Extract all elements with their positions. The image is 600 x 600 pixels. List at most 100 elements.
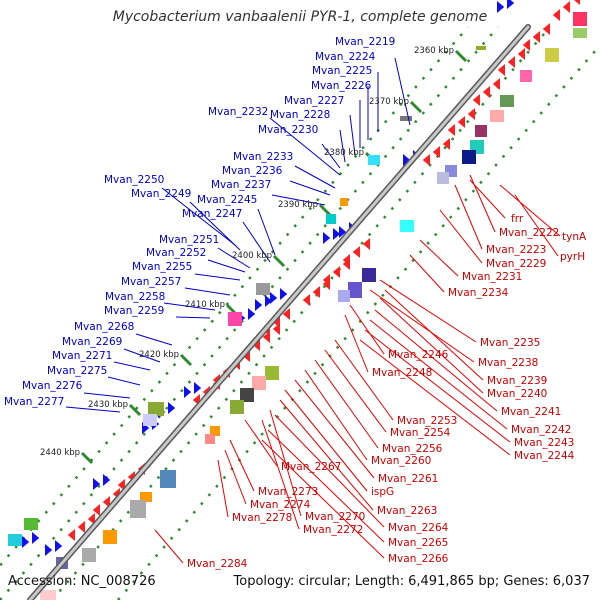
reverse-gene-label[interactable]: Mvan_2242 — [511, 424, 571, 436]
gene-arrow — [542, 23, 550, 35]
reverse-gene-label[interactable]: ispG — [371, 486, 394, 498]
gene-arrow — [562, 1, 570, 13]
forward-gene-leader-line — [113, 361, 151, 371]
reverse-gene-label[interactable]: Mvan_2239 — [487, 375, 547, 387]
forward-gene-label[interactable]: Mvan_2277 — [4, 396, 64, 408]
forward-gene-label[interactable]: Mvan_2225 — [312, 65, 372, 77]
reverse-gene-leader-line — [379, 297, 484, 394]
gene-box — [230, 400, 244, 414]
reverse-gene-leader-line — [304, 369, 368, 461]
gene-arrow — [342, 254, 350, 266]
gene-arrow — [517, 48, 525, 60]
kbp-tick-mark — [272, 254, 286, 268]
reverse-gene-label[interactable]: Mvan_2241 — [501, 406, 561, 418]
kbp-tick-mark — [128, 403, 142, 417]
reverse-gene-label[interactable]: Mvan_2235 — [480, 337, 540, 349]
gene-arrow — [312, 286, 320, 298]
reverse-gene-label[interactable]: Mvan_2234 — [448, 287, 509, 299]
reverse-gene-label[interactable]: Mvan_2243 — [514, 437, 574, 449]
gene-arrow — [103, 474, 111, 486]
reverse-gene-label[interactable]: Mvan_2229 — [486, 258, 546, 270]
forward-gene-label[interactable]: Mvan_2233 — [233, 151, 293, 163]
forward-gene-label[interactable]: Mvan_2245 — [197, 194, 257, 206]
forward-gene-label[interactable]: Mvan_2251 — [159, 234, 219, 246]
reverse-gene-label[interactable]: Mvan_2284 — [187, 558, 248, 570]
forward-gene-label[interactable]: Mvan_2249 — [131, 188, 191, 200]
forward-gene-label[interactable]: Mvan_2236 — [222, 165, 283, 177]
reverse-gene-label[interactable]: Mvan_2240 — [487, 388, 547, 400]
track-outer-forward — [0, 26, 469, 568]
forward-gene-leader-line — [83, 392, 131, 399]
reverse-gene-label[interactable]: Mvan_2244 — [514, 450, 575, 462]
reverse-gene-label[interactable]: Mvan_2278 — [232, 512, 292, 524]
forward-gene-leader-line — [394, 57, 411, 126]
gene-box — [143, 414, 157, 426]
reverse-gene-label[interactable]: Mvan_2273 — [258, 486, 318, 498]
gene-box — [437, 172, 449, 184]
forward-gene-label[interactable]: Mvan_2276 — [22, 380, 83, 392]
reverse-gene-label[interactable]: tynA — [562, 231, 587, 243]
reverse-gene-label[interactable]: Mvan_2256 — [382, 443, 443, 455]
forward-gene-label[interactable]: Mvan_2255 — [132, 261, 192, 273]
forward-gene-label[interactable]: Mvan_2228 — [270, 109, 330, 121]
forward-gene-label[interactable]: Mvan_2232 — [208, 106, 268, 118]
forward-gene-label[interactable]: Mvan_2219 — [335, 36, 395, 48]
forward-gene-label[interactable]: Mvan_2259 — [104, 305, 164, 317]
forward-gene-label[interactable]: Mvan_2258 — [105, 291, 165, 303]
forward-gene-label[interactable]: Mvan_2227 — [284, 95, 344, 107]
forward-gene-label[interactable]: Mvan_2226 — [311, 80, 372, 92]
reverse-gene-label[interactable]: Mvan_2265 — [388, 537, 448, 549]
reverse-gene-label[interactable]: Mvan_2261 — [378, 473, 438, 485]
gene-box — [140, 492, 152, 502]
reverse-gene-label[interactable]: Mvan_2253 — [397, 415, 457, 427]
forward-gene-label[interactable]: Mvan_2230 — [258, 124, 318, 136]
reverse-gene-label[interactable]: Mvan_2270 — [305, 511, 365, 523]
forward-gene-leader-line — [257, 208, 276, 256]
reverse-gene-label[interactable]: Mvan_2264 — [388, 522, 449, 534]
reverse-gene-label[interactable]: Mvan_2223 — [486, 244, 546, 256]
genes-value: 6,037 — [552, 574, 590, 589]
forward-gene-leader-line — [242, 221, 271, 263]
reverse-gene-label[interactable]: Mvan_2248 — [372, 367, 432, 379]
reverse-gene-label[interactable]: pyrH — [560, 251, 585, 263]
forward-gene-label[interactable]: Mvan_2271 — [52, 350, 112, 362]
forward-gene-label[interactable]: Mvan_2269 — [62, 336, 122, 348]
forward-gene-label[interactable]: Mvan_2224 — [315, 51, 376, 63]
reverse-gene-label[interactable]: Mvan_2266 — [388, 553, 449, 565]
gene-box — [160, 470, 176, 488]
reverse-gene-label[interactable]: frr — [511, 213, 524, 225]
reverse-gene-label[interactable]: Mvan_2272 — [303, 524, 363, 536]
gene-arrow — [184, 386, 192, 398]
reverse-gene-leader-line — [261, 419, 300, 530]
gene-arrow — [552, 9, 560, 21]
gene-box — [362, 268, 376, 282]
reverse-gene-leader-line — [384, 289, 484, 381]
gene-arrow — [280, 288, 288, 300]
kbp-marker-label: 2420 kbp — [139, 350, 179, 360]
reverse-gene-leader-line — [244, 419, 278, 467]
reverse-gene-label[interactable]: Mvan_2263 — [377, 505, 437, 517]
forward-gene-label[interactable]: Mvan_2250 — [104, 174, 164, 186]
gene-arrow — [362, 238, 370, 250]
reverse-gene-label[interactable]: Mvan_2274 — [250, 499, 311, 511]
reverse-gene-label[interactable]: Mvan_2231 — [462, 271, 522, 283]
forward-gene-label[interactable]: Mvan_2247 — [182, 208, 242, 220]
genome-title: Mycobacterium vanbaalenii PYR-1, complet… — [112, 9, 488, 25]
forward-gene-label[interactable]: Mvan_2268 — [74, 321, 134, 333]
reverse-gene-leader-line — [349, 304, 385, 355]
gene-box — [462, 150, 476, 164]
reverse-gene-label[interactable]: Mvan_2246 — [388, 349, 449, 361]
reverse-gene-label[interactable]: Mvan_2222 — [499, 227, 559, 239]
reverse-gene-label[interactable]: Mvan_2254 — [390, 427, 451, 439]
forward-gene-leader-line — [135, 333, 173, 346]
forward-gene-label[interactable]: Mvan_2252 — [146, 247, 206, 259]
reverse-gene-label[interactable]: Mvan_2260 — [371, 455, 431, 467]
forward-gene-label[interactable]: Mvan_2275 — [47, 365, 107, 377]
reverse-gene-label[interactable]: Mvan_2267 — [281, 461, 341, 473]
forward-gene-label[interactable]: Mvan_2237 — [211, 179, 271, 191]
reverse-gene-label[interactable]: Mvan_2238 — [478, 357, 538, 369]
forward-gene-leader-line — [349, 114, 356, 156]
gene-box — [210, 426, 220, 436]
forward-gene-label[interactable]: Mvan_2257 — [121, 276, 181, 288]
track-outer-reverse — [117, 43, 600, 600]
